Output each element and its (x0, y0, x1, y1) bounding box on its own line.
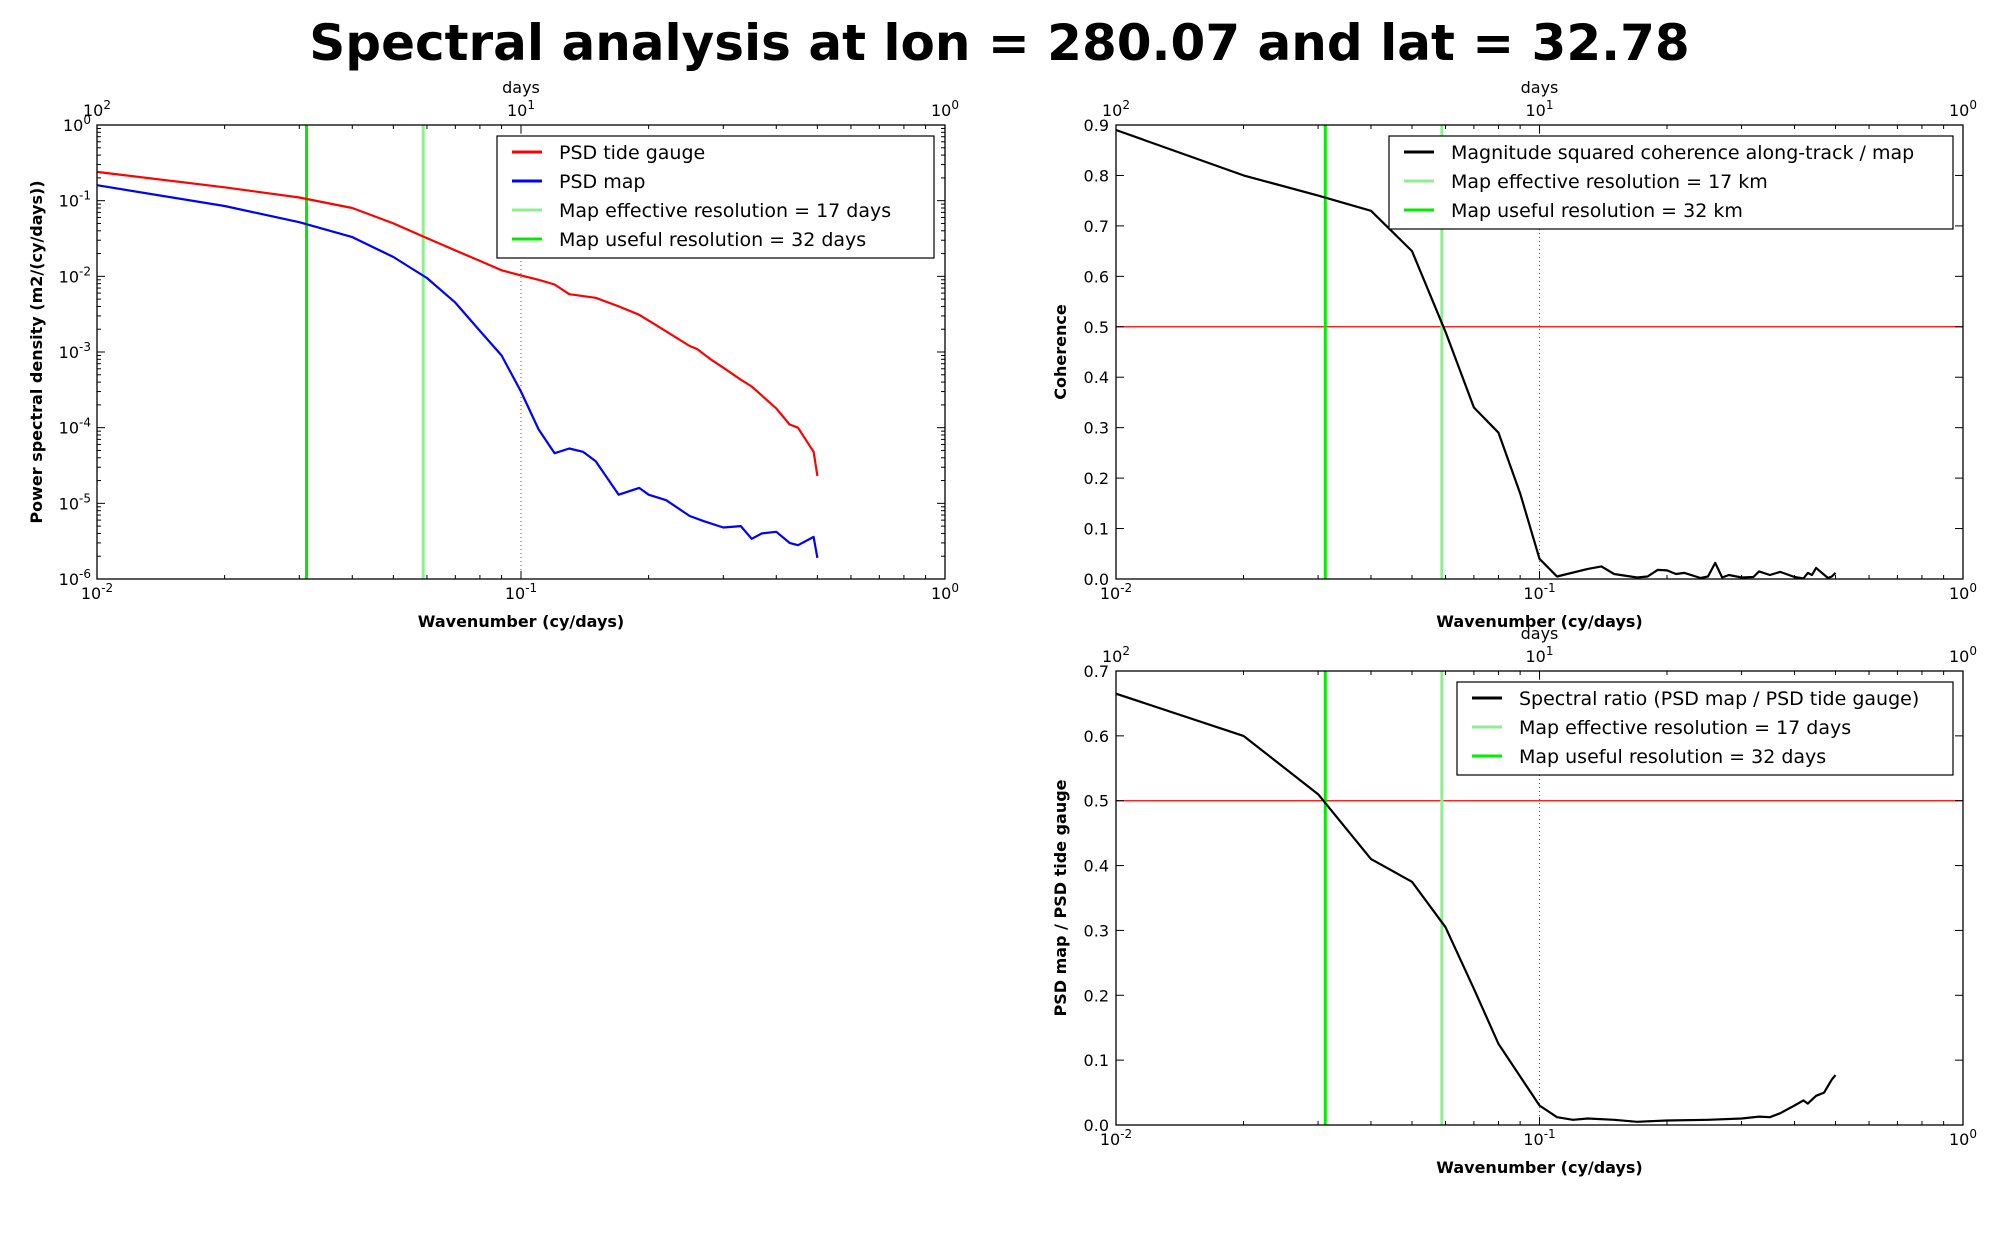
y-tick-label: 100 (63, 113, 91, 135)
y-tick-label: 0.4 (1084, 368, 1109, 387)
legend-label: PSD map (559, 171, 645, 193)
x-top-tick-label: 100 (1949, 644, 1977, 666)
x-top-tick-label: 101 (507, 98, 535, 120)
legend-label: PSD tide gauge (559, 142, 705, 164)
legend-label: Map useful resolution = 32 days (559, 229, 866, 251)
legend-label: Map effective resolution = 17 days (559, 200, 891, 222)
y-tick-label: 10-4 (59, 416, 91, 438)
legend-box (1388, 135, 1954, 230)
x-tick-label: 10-1 (505, 581, 537, 603)
x-top-tick-label: 102 (83, 98, 111, 120)
y-tick-label: 10-1 (59, 189, 91, 211)
legend-label: Map useful resolution = 32 km (1451, 200, 1743, 222)
y-axis-label: Power spectral density (m2/(cy/days)) (27, 180, 46, 523)
y-tick-label: 0.7 (1084, 662, 1109, 681)
x-top-tick-label: 101 (1526, 644, 1554, 666)
x-axis-label: Wavenumber (cy/days) (1436, 1158, 1642, 1177)
chart-panel-2: Wavenumber (cy/days) days Coherence Magnitu… (1051, 78, 1964, 631)
series-line-1 (96, 170, 819, 477)
chart-panel-3: Wavenumber (cy/days) days PSD map / PSD ti… (1051, 624, 1964, 1177)
y-tick-label: 0.2 (1084, 469, 1109, 488)
x-tick-label: 10-2 (81, 581, 113, 603)
legend-box (1456, 681, 1954, 776)
legend-label: Map useful resolution = 32 days (1519, 746, 1826, 768)
x-top-tick-label: 101 (1526, 98, 1554, 120)
x-axis-label: Wavenumber (cy/days) (418, 612, 624, 631)
y-tick-label: 10-3 (59, 340, 91, 362)
y-tick-label: 0.5 (1084, 792, 1109, 811)
y-tick-label: 10-6 (59, 567, 91, 589)
legend-label: Map effective resolution = 17 days (1519, 717, 1851, 739)
y-tick-label: 0.8 (1084, 166, 1109, 185)
y-tick-label: 0.5 (1084, 318, 1109, 337)
y-tick-label: 10-2 (59, 264, 91, 286)
x-axis-label: Wavenumber (cy/days) (1436, 612, 1642, 631)
x-top-tick-label: 100 (1949, 98, 1977, 120)
y-tick-label: 0.7 (1084, 217, 1109, 236)
x-tick-label: 100 (1949, 1127, 1977, 1149)
x-top-tick-label: 102 (1102, 98, 1130, 120)
y-axis-label: PSD map / PSD tide gauge (1051, 779, 1070, 1016)
y-tick-label: 10-5 (59, 491, 91, 513)
y-tick-label: 0.0 (1084, 1116, 1109, 1135)
series-line-2 (96, 184, 819, 559)
y-tick-label: 0.1 (1084, 1051, 1109, 1070)
series-line-1 (1115, 128, 1837, 580)
x-tick-label: 10-1 (1523, 581, 1555, 603)
legend-label: Spectral ratio (PSD map / PSD tide gauge… (1519, 688, 1919, 710)
y-tick-label: 0.2 (1084, 986, 1109, 1005)
x-tick-label: 10-1 (1523, 1127, 1555, 1149)
y-tick-label: 0.6 (1084, 267, 1109, 286)
y-tick-label: 0.3 (1084, 921, 1109, 940)
figure-title: Spectral analysis at lon = 280.07 and la… (309, 14, 1690, 72)
x-tick-label: 100 (1949, 581, 1977, 603)
series-line-1 (1115, 692, 1837, 1123)
x-top-tick-label: 102 (1102, 644, 1130, 666)
legend-label: Magnitude squared coherence along-track … (1451, 142, 1914, 164)
x-tick-label: 10-2 (1100, 1127, 1132, 1149)
y-tick-label: 0.1 (1084, 520, 1109, 539)
x-top-tick-label: 100 (931, 98, 959, 120)
y-tick-label: 0.4 (1084, 857, 1109, 876)
y-tick-label: 0.6 (1084, 727, 1109, 746)
chart-panel-1: Wavenumber (cy/days) days Power spectral d… (27, 78, 946, 631)
top-axis-label: days (502, 78, 540, 97)
legend-label: Map effective resolution = 17 km (1451, 171, 1768, 193)
legend-box (496, 135, 935, 259)
y-tick-label: 0.0 (1084, 570, 1109, 589)
y-axis-label: Coherence (1051, 304, 1070, 400)
y-tick-label: 0.3 (1084, 419, 1109, 438)
top-axis-label: days (1521, 78, 1559, 97)
x-tick-label: 10-2 (1100, 581, 1132, 603)
x-tick-label: 100 (931, 581, 959, 603)
y-tick-label: 0.9 (1084, 116, 1109, 135)
top-axis-label: days (1521, 624, 1559, 643)
